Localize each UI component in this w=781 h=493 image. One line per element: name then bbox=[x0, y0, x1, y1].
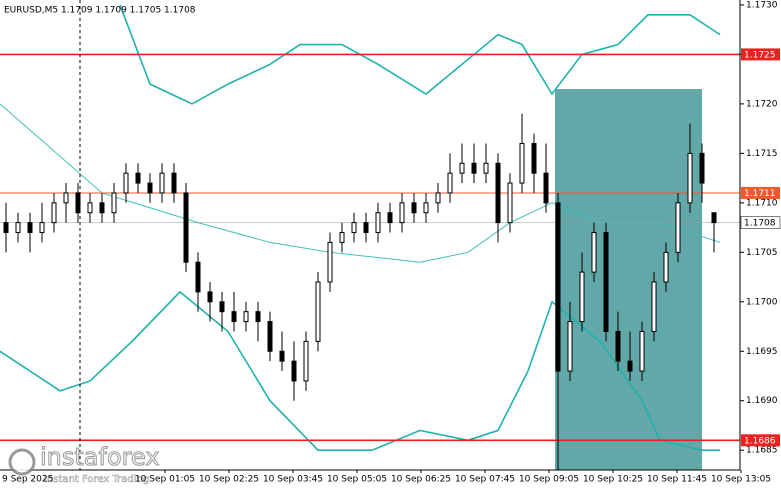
price-badge bbox=[741, 48, 780, 61]
x-tick-label: 10 Sep 13:05 bbox=[711, 475, 771, 485]
candle-body bbox=[327, 241, 333, 283]
y-tick-label: 1.1690 bbox=[746, 396, 778, 406]
candle-body bbox=[507, 182, 513, 224]
x-tick-label: 10 Sep 01:05 bbox=[135, 475, 195, 485]
price-badge-label: 1.1711 bbox=[744, 189, 776, 199]
candle-body bbox=[363, 222, 369, 234]
candle-body bbox=[147, 182, 153, 194]
candle-body bbox=[255, 311, 261, 323]
price-badge bbox=[740, 216, 781, 229]
candle-body bbox=[495, 162, 501, 224]
watermark-brand: instaforex bbox=[40, 443, 160, 471]
candle-body bbox=[51, 202, 57, 224]
plot bbox=[0, 4, 740, 470]
price-badge-label: 1.1708 bbox=[744, 219, 776, 229]
candle-body bbox=[183, 192, 189, 263]
candle-body bbox=[39, 222, 45, 234]
candle-body bbox=[483, 162, 489, 174]
x-tick-label: 10 Sep 07:45 bbox=[455, 475, 515, 485]
highlight-zone bbox=[555, 89, 702, 470]
candle-body bbox=[279, 350, 285, 362]
candle-body bbox=[387, 212, 393, 224]
candle-body bbox=[303, 340, 309, 382]
y-tick-label: 1.1720 bbox=[746, 99, 778, 109]
y-tick-label: 1.1730 bbox=[746, 0, 778, 10]
candle-body bbox=[171, 172, 177, 194]
candle-body bbox=[99, 202, 105, 214]
candle-body bbox=[15, 222, 21, 234]
candle-body bbox=[87, 202, 93, 214]
header: EURUSD,M5 1.1709 1.1709 1.1705 1.1708 bbox=[4, 6, 196, 16]
candle-body bbox=[471, 162, 477, 174]
candle-body bbox=[687, 152, 693, 204]
watermark: instaforex Instant Forex Trading bbox=[8, 443, 160, 485]
watermark-tagline: Instant Forex Trading bbox=[44, 474, 149, 485]
price-badge bbox=[741, 186, 780, 199]
candle-body bbox=[627, 360, 633, 372]
candle-body bbox=[663, 251, 669, 283]
x-tick-label: 9 Sep 2025 bbox=[2, 475, 53, 485]
candle-body bbox=[63, 192, 69, 204]
candle-body bbox=[159, 172, 165, 194]
candle-body bbox=[351, 222, 357, 234]
bollinger-band bbox=[119, 4, 721, 105]
x-tick-label: 10 Sep 10:25 bbox=[583, 475, 643, 485]
candle-body bbox=[567, 321, 573, 372]
y-tick-label: 1.1685 bbox=[746, 446, 778, 456]
candle-body bbox=[447, 172, 453, 194]
candle-body bbox=[591, 232, 597, 273]
y-tick-label: 1.1705 bbox=[746, 248, 778, 258]
candle-body bbox=[291, 360, 297, 382]
candle-body bbox=[195, 261, 201, 293]
candle-body bbox=[27, 222, 33, 234]
candle-body bbox=[123, 172, 129, 194]
candle-body bbox=[531, 142, 537, 174]
candle-body bbox=[207, 291, 213, 303]
x-tick-label: 10 Sep 11:45 bbox=[647, 475, 707, 485]
candle-body bbox=[615, 330, 621, 362]
candle-body bbox=[423, 202, 429, 214]
candle-body bbox=[543, 172, 549, 204]
y-tick-label: 1.1700 bbox=[746, 297, 778, 307]
x-tick-label: 10 Sep 02:25 bbox=[199, 475, 259, 485]
bollinger-band bbox=[0, 290, 720, 452]
candle-body bbox=[435, 192, 441, 204]
candle-body bbox=[75, 192, 81, 214]
y-tick-label: 1.1710 bbox=[746, 198, 778, 208]
candle-body bbox=[603, 232, 609, 332]
x-tick-label: 10 Sep 06:25 bbox=[391, 475, 451, 485]
candle-body bbox=[375, 212, 381, 234]
candle-body bbox=[243, 311, 249, 323]
candle-body bbox=[219, 301, 225, 313]
x-tick-label: 10 Sep 03:45 bbox=[263, 475, 323, 485]
candle-body bbox=[519, 142, 525, 184]
x-tick-label: 10 Sep 09:05 bbox=[519, 475, 579, 485]
candle-body bbox=[579, 271, 585, 323]
candle-body bbox=[699, 152, 705, 184]
x-tick-label: 10 Sep 05:05 bbox=[327, 475, 387, 485]
y-tick-label: 1.1715 bbox=[746, 149, 778, 159]
candle-body bbox=[639, 330, 645, 372]
candle-body bbox=[555, 202, 561, 372]
price-badge bbox=[741, 434, 780, 447]
candle-body bbox=[675, 202, 681, 253]
y-tick-label: 1.1695 bbox=[746, 347, 778, 357]
candle-body bbox=[231, 311, 237, 323]
candle-body bbox=[135, 172, 141, 184]
candle-body bbox=[315, 281, 321, 342]
candle-body bbox=[711, 212, 717, 224]
candle-body bbox=[339, 232, 345, 243]
candle-body bbox=[399, 202, 405, 224]
price-badge-label: 1.1725 bbox=[744, 50, 776, 60]
price-badge-label: 1.1686 bbox=[744, 436, 776, 446]
candle-body bbox=[267, 321, 273, 352]
candle-body bbox=[651, 281, 657, 332]
candle-body bbox=[111, 192, 117, 214]
candle-body bbox=[3, 222, 9, 234]
candle-body bbox=[411, 202, 417, 214]
candle-body bbox=[459, 162, 465, 174]
